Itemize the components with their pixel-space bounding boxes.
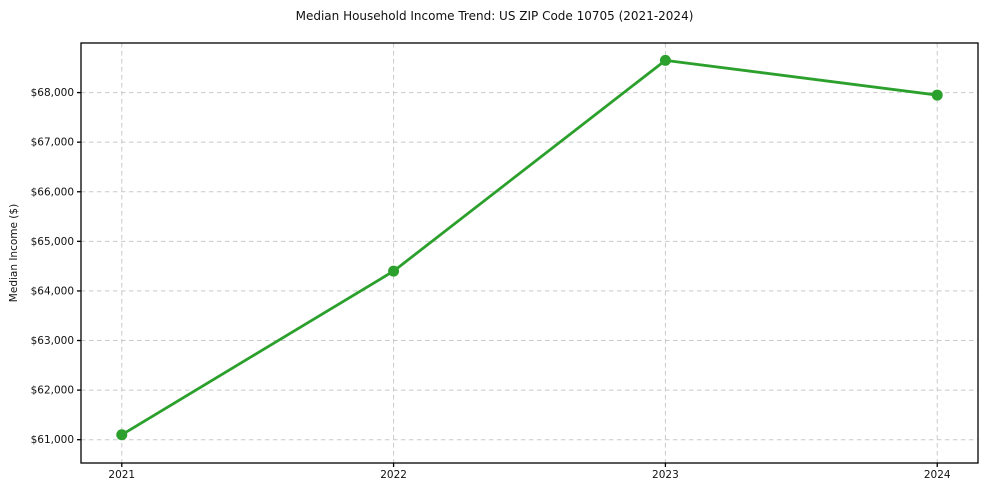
y-tick-label: $61,000 <box>31 434 74 446</box>
chart-title: Median Household Income Trend: US ZIP Co… <box>295 9 694 23</box>
y-tick-label: $68,000 <box>31 87 74 99</box>
data-point <box>388 265 400 277</box>
y-tick-label: $67,000 <box>31 137 74 149</box>
x-tick-label: 2022 <box>380 469 407 481</box>
data-point <box>931 89 943 101</box>
plot-border <box>80 42 979 464</box>
data-point <box>116 429 128 441</box>
y-tick-label: $64,000 <box>31 285 74 297</box>
data-point <box>659 54 671 66</box>
x-tick-label: 2021 <box>108 469 135 481</box>
y-tick-label: $65,000 <box>31 236 74 248</box>
y-tick-label: $63,000 <box>31 335 74 347</box>
y-tick-label: $62,000 <box>31 385 74 397</box>
x-tick-label: 2023 <box>652 469 679 481</box>
y-tick-label: $66,000 <box>31 186 74 198</box>
x-tick-label: 2024 <box>924 469 951 481</box>
data-line <box>120 58 939 437</box>
